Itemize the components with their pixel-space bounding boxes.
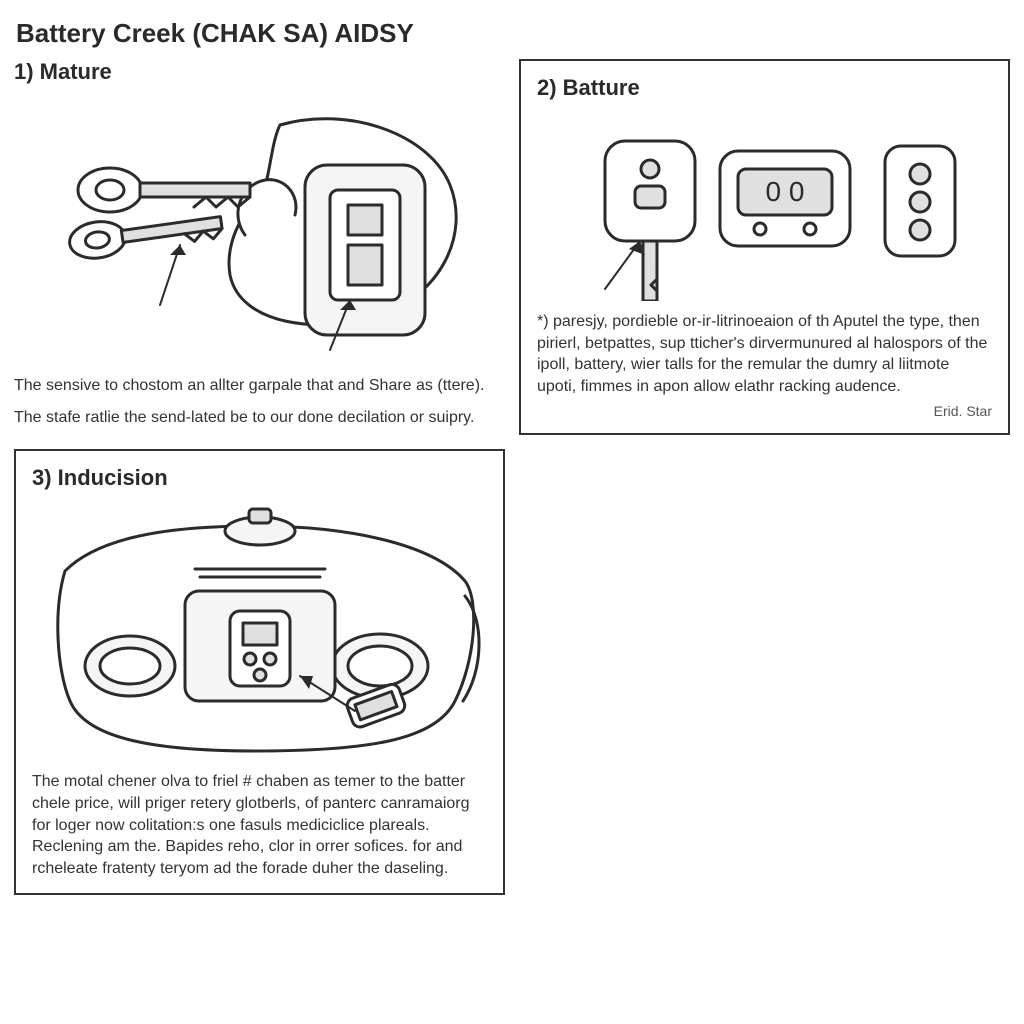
- panel-1-para-2: The stafe ratlie the send-lated be to ou…: [14, 407, 505, 429]
- panel-3-inducision: 3) Inducision: [14, 449, 505, 895]
- svg-text:0 0: 0 0: [765, 176, 804, 207]
- instruction-grid: 1) Mature: [14, 59, 1010, 895]
- panel-2-para-1: *) paresjy, pordieble or-ir-litrinoeaion…: [537, 311, 992, 397]
- panel-3-heading: 3) Inducision: [32, 465, 487, 491]
- panel-2-illustration: 0 0: [545, 111, 985, 301]
- panel-1-heading: 1) Mature: [14, 59, 505, 85]
- panel-2-batture: 2) Batture 0 0: [519, 59, 1010, 435]
- panel-3-illustration: [35, 501, 485, 761]
- panel-3-para-1: The motal chener olva to friel # chaben …: [32, 771, 487, 879]
- panel-1-illustration: [30, 95, 490, 365]
- page-title: Battery Creek (CHAK SA) AIDSY: [14, 18, 1010, 49]
- panel-1-para-1: The sensive to chostom an allter garpale…: [14, 375, 505, 397]
- panel-2-heading: 2) Batture: [537, 75, 992, 101]
- panel-1-mature: 1) Mature: [14, 59, 505, 435]
- panel-2-footnote: Erid. Star: [537, 403, 992, 419]
